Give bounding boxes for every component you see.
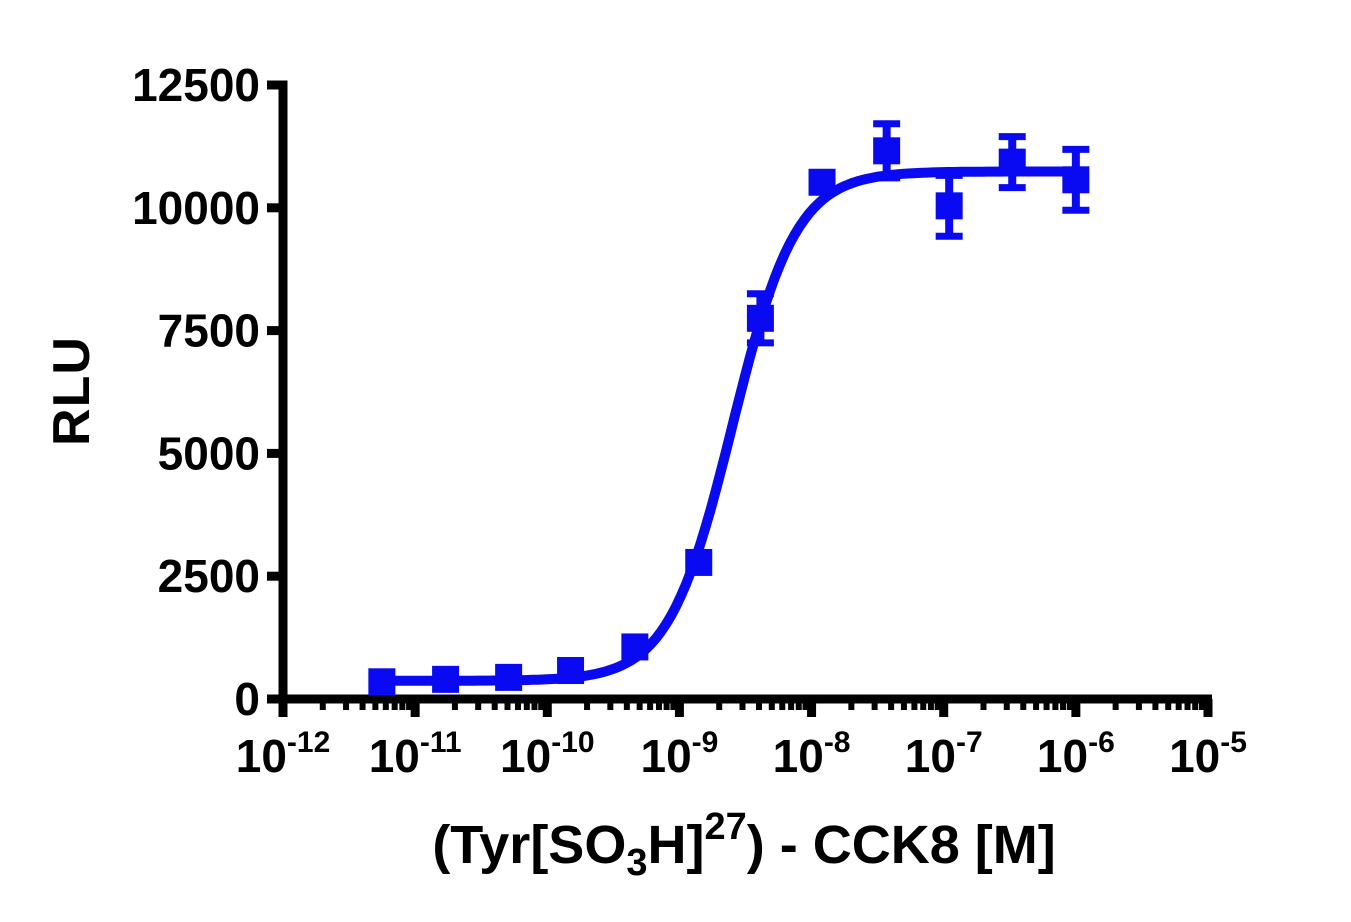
data-point-marker <box>432 665 460 693</box>
x-tick-label: 10-10 <box>500 726 595 782</box>
data-point-marker <box>368 668 396 696</box>
x-axis-title-text: ) - CCK8 [M] <box>746 815 1056 875</box>
x-tick-label: 10-6 <box>1037 726 1115 782</box>
x-tick-label: 10-11 <box>369 726 462 782</box>
data-point-marker <box>1062 166 1090 194</box>
y-tick-label: 5000 <box>158 427 260 479</box>
y-tick-label: 2500 <box>158 550 260 602</box>
data-point-marker <box>557 657 585 685</box>
data-point-marker <box>495 663 523 691</box>
data-point-marker <box>998 148 1026 176</box>
data-point-marker <box>873 137 901 165</box>
x-tick-label: 10-12 <box>236 726 331 782</box>
x-axis-title-text: H] <box>647 815 705 875</box>
data-point-marker <box>935 192 963 220</box>
data-point-marker <box>746 304 774 332</box>
x-tick-label: 10-9 <box>640 726 718 782</box>
x-tick-label: 10-5 <box>1169 726 1247 782</box>
x-axis-title: (Tyr[SO3H]27) - CCK8 [M] <box>432 804 1055 888</box>
data-point-marker <box>621 633 649 661</box>
x-tick-label: 10-8 <box>773 726 851 782</box>
x-tick-label: 10-7 <box>905 726 983 782</box>
x-axis-title-superscript: 27 <box>704 806 747 848</box>
x-axis-title-text: (Tyr[SO <box>432 815 627 875</box>
data-point-marker <box>685 548 713 576</box>
y-tick-label: 12500 <box>132 59 260 111</box>
x-axis-title-subscript: 3 <box>626 842 648 884</box>
data-point-marker <box>808 168 836 196</box>
y-axis-title: RLU <box>43 336 101 446</box>
fit-curve <box>379 166 1081 686</box>
y-tick-label: 7500 <box>158 305 260 357</box>
y-tick-label: 10000 <box>132 182 260 234</box>
y-tick-label: 0 <box>234 673 260 725</box>
